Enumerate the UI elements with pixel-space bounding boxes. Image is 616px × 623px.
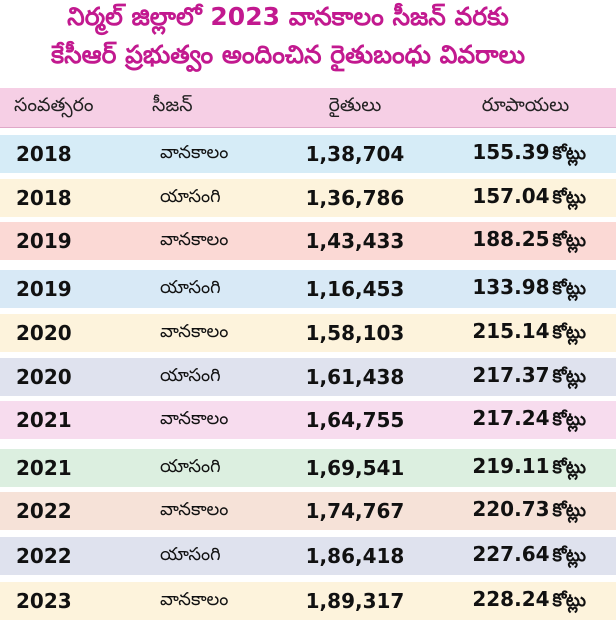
amount-unit: కోట్లు: [552, 457, 586, 478]
amount-value: 157.04: [472, 184, 550, 208]
amount-value: 188.25: [472, 227, 550, 251]
amount-unit: కోట్లు: [552, 187, 586, 208]
amount-unit: కోట్లు: [552, 366, 586, 387]
cell-amount: 228.24 కోట్లు: [435, 587, 616, 615]
table-row: 2022 యాసంగి 1,86,418 227.64 కోట్లు: [0, 537, 616, 575]
cell-year: 2020: [16, 321, 72, 345]
amount-value: 228.24: [472, 587, 550, 611]
amount-unit: కోట్లు: [552, 230, 586, 251]
cell-year: 2018: [16, 142, 72, 166]
amount-value: 155.39: [472, 140, 550, 164]
amount-unit: కోట్లు: [552, 590, 586, 611]
cell-amount: 155.39 కోట్లు: [435, 140, 616, 168]
table-row: 2020 వానకాలం 1,58,103 215.14 కోట్లు: [0, 314, 616, 352]
page-title-line-2: కేసీఆర్ ప్రభుత్వం అందించిన రైతుబంధు వివర…: [51, 40, 525, 69]
cell-farmers: 1,38,704: [305, 142, 405, 166]
cell-season: యాసంగి: [160, 364, 221, 386]
amount-unit: కోట్లు: [552, 409, 586, 430]
cell-year: 2023: [16, 589, 72, 613]
cell-season: వానకాలం: [160, 320, 229, 342]
amount-value: 133.98: [472, 275, 550, 299]
amount-unit: కోట్లు: [552, 278, 586, 299]
cell-year: 2019: [16, 277, 72, 301]
cell-year: 2022: [16, 499, 72, 523]
cell-amount: 219.11 కోట్లు: [435, 454, 616, 482]
header-season: సీజన్: [152, 94, 193, 116]
table-row: 2023 వానకాలం 1,89,317 228.24 కోట్లు: [0, 582, 616, 620]
cell-farmers: 1,43,433: [305, 229, 405, 253]
amount-unit: కోట్లు: [552, 143, 586, 164]
table-row: 2018 యాసంగి 1,36,786 157.04 కోట్లు: [0, 179, 616, 217]
cell-season: వానకాలం: [160, 407, 229, 429]
table-row: 2022 వానకాలం 1,74,767 220.73 కోట్లు: [0, 492, 616, 530]
table-row: 2020 యాసంగి 1,61,438 217.37 కోట్లు: [0, 358, 616, 396]
header-farmers: రైతులు: [328, 94, 382, 116]
cell-year: 2022: [16, 544, 72, 568]
cell-farmers: 1,64,755: [305, 408, 405, 432]
cell-season: యాసంగి: [160, 276, 221, 298]
cell-season: యాసంగి: [160, 543, 221, 565]
cell-amount: 188.25 కోట్లు: [435, 227, 616, 255]
header-year: సంవత్సరం: [14, 94, 94, 116]
cell-amount: 217.37 కోట్లు: [435, 363, 616, 391]
cell-farmers: 1,86,418: [305, 544, 405, 568]
cell-season: వానకాలం: [160, 588, 229, 610]
cell-farmers: 1,36,786: [305, 186, 405, 210]
cell-year: 2021: [16, 408, 72, 432]
cell-year: 2021: [16, 456, 72, 480]
cell-season: వానకాలం: [160, 141, 229, 163]
cell-farmers: 1,69,541: [305, 456, 405, 480]
cell-farmers: 1,74,767: [305, 499, 405, 523]
cell-farmers: 1,89,317: [305, 589, 405, 613]
amount-value: 217.37: [472, 363, 550, 387]
cell-season: యాసంగి: [160, 455, 221, 477]
page-title-line-1: నిర్మల్ జిల్లాలో 2023 వానకాలం సీజన్ వరకు: [67, 2, 509, 31]
table-row: 2021 వానకాలం 1,64,755 217.24 కోట్లు: [0, 401, 616, 439]
header-amount: రూపాయలు: [481, 94, 570, 116]
cell-farmers: 1,16,453: [305, 277, 405, 301]
cell-amount: 157.04 కోట్లు: [435, 184, 616, 212]
cell-amount: 215.14 కోట్లు: [435, 319, 616, 347]
cell-amount: 227.64 కోట్లు: [435, 542, 616, 570]
cell-amount: 220.73 కోట్లు: [435, 497, 616, 525]
amount-unit: కోట్లు: [552, 500, 586, 521]
cell-year: 2020: [16, 365, 72, 389]
amount-value: 215.14: [472, 319, 550, 343]
cell-year: 2018: [16, 186, 72, 210]
cell-farmers: 1,58,103: [305, 321, 405, 345]
cell-season: యాసంగి: [160, 185, 221, 207]
cell-season: వానకాలం: [160, 498, 229, 520]
cell-year: 2019: [16, 229, 72, 253]
cell-amount: 133.98 కోట్లు: [435, 275, 616, 303]
cell-amount: 217.24 కోట్లు: [435, 406, 616, 434]
table-row: 2019 యాసంగి 1,16,453 133.98 కోట్లు: [0, 270, 616, 308]
table-row: 2018 వానకాలం 1,38,704 155.39 కోట్లు: [0, 135, 616, 173]
cell-farmers: 1,61,438: [305, 365, 405, 389]
amount-unit: కోట్లు: [552, 322, 586, 343]
amount-value: 219.11: [472, 454, 550, 478]
amount-value: 227.64: [472, 542, 550, 566]
table-row: 2019 వానకాలం 1,43,433 188.25 కోట్లు: [0, 222, 616, 260]
table-row: 2021 యాసంగి 1,69,541 219.11 కోట్లు: [0, 449, 616, 487]
table-header-row: సంవత్సరం సీజన్ రైతులు రూపాయలు: [0, 88, 616, 128]
amount-value: 220.73: [472, 497, 550, 521]
amount-value: 217.24: [472, 406, 550, 430]
cell-season: వానకాలం: [160, 228, 229, 250]
amount-unit: కోట్లు: [552, 545, 586, 566]
